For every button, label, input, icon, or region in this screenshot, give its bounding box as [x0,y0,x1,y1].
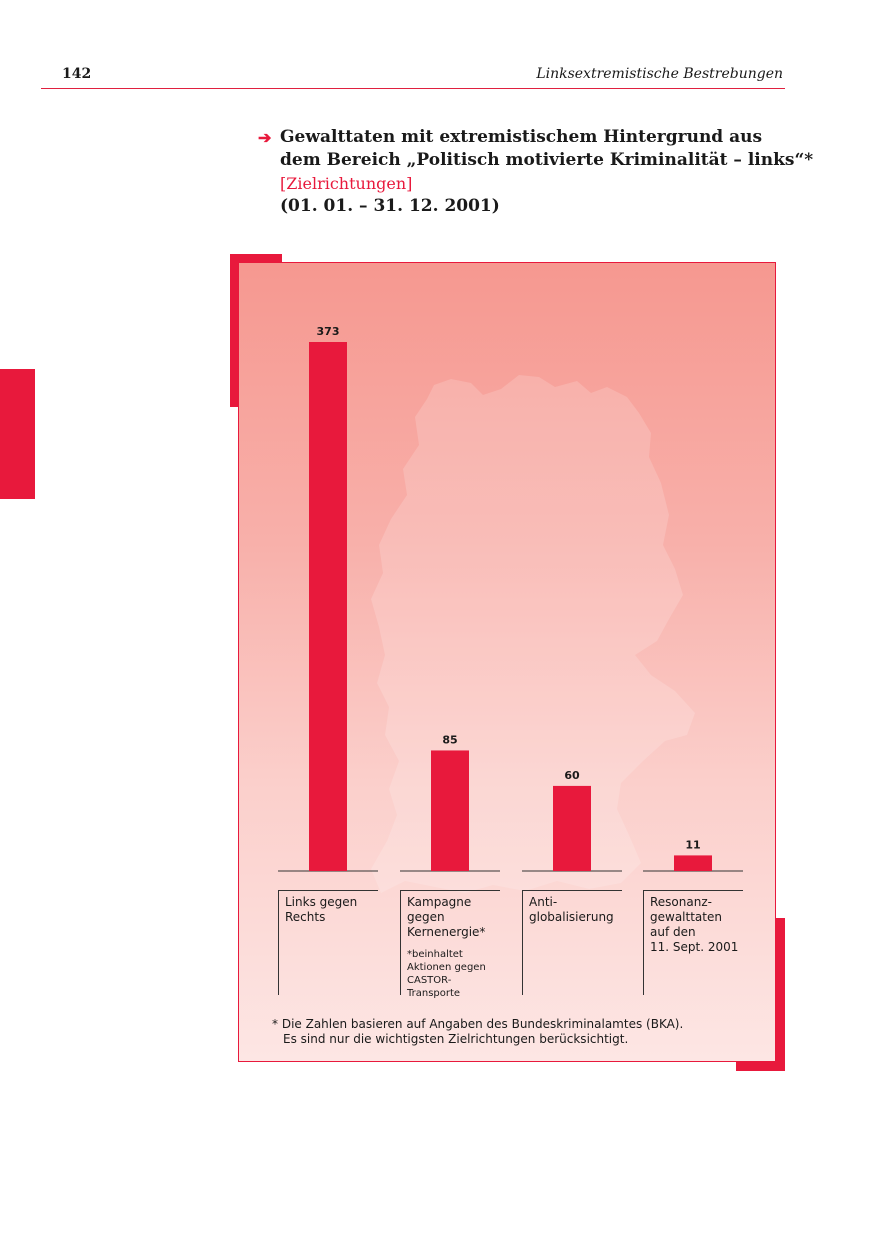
category-label-line: Kernenergie* [407,925,486,939]
running-head: Linksextremistische Bestrebungen [536,66,783,82]
category-label-line: Rechts [285,910,326,924]
chart-title-line-1: Gewalttaten mit extremistischem Hintergr… [280,127,763,147]
bar [431,750,469,871]
category-label-line: gegen [407,910,445,924]
bar [309,342,347,871]
category-note-line: *beinhaltet [407,949,463,960]
category-label: Resonanz-gewalttaten auf den 11. Sept. 200… [643,890,743,995]
bar-plot: 373 85 60 11 [278,325,743,872]
chart-subtitle-tag: [Zielrichtungen] [280,174,413,193]
page-number: 142 [62,66,92,82]
category-label-line: Kampagne [407,895,472,909]
bar-data-label: 60 [564,769,580,782]
chart-footnote: * Die Zahlen basieren auf Angaben des Bu… [272,1017,752,1047]
category-label-line: globalisierung [529,910,614,924]
category-label: Anti-globalisierung [522,890,622,995]
category-note-line: Aktionen gegen [407,962,486,973]
footnote-mark: * [272,1017,278,1031]
category-label-line: Links gegen [285,895,358,909]
side-tab-marker [0,369,35,499]
category-note-line: CASTOR-Transporte [407,975,461,999]
header-rule [41,88,785,89]
category-label-line: 11. Sept. 2001 [650,940,739,954]
bar-data-label: 373 [317,325,340,338]
footnote-line-2: Es sind nur die wichtigsten Zielrichtung… [283,1032,629,1046]
category-label-line: Resonanz- [650,895,712,909]
bar [553,785,591,871]
arrow-icon: ➔ [258,128,272,147]
footnote-line-1: Die Zahlen basieren auf Angaben des Bund… [281,1017,684,1031]
bar-data-label: 85 [442,733,457,746]
category-label: Kampagne gegen Kernenergie* *beinhaltet Akti… [400,890,500,999]
category-label-line: gewalttaten [650,910,722,924]
category-note: *beinhaltet Aktionen gegen CASTOR-Transpor… [407,948,500,1000]
bar-data-label: 11 [685,838,700,851]
bar [674,855,712,871]
chart-panel: 373 85 60 11 Links gegen Rechts Kampagne gegen… [238,262,776,1062]
category-label-line: Anti- [529,895,558,909]
category-label-line: auf den [650,925,696,939]
chart-title-line-2: dem Bereich „Politisch motivierte Krimin… [280,150,814,170]
category-label: Links gegen Rechts [278,890,378,995]
chart-date-range: (01. 01. – 31. 12. 2001) [280,196,500,216]
